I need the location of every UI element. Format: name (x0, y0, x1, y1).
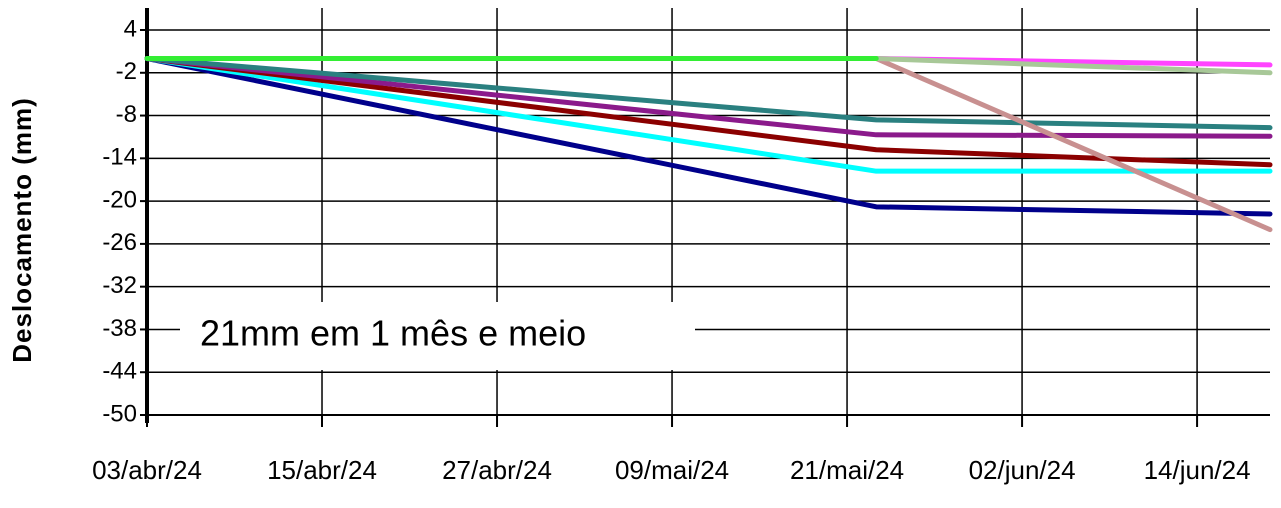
series-line (144, 56, 1273, 131)
x-tick-label: 14/jun/24 (1144, 455, 1251, 485)
y-tick-label: -26 (102, 229, 137, 256)
x-tick-label: 03/abr/24 (92, 455, 202, 485)
y-tick-label: -20 (102, 186, 137, 213)
y-tick-label: -2 (116, 58, 137, 85)
y-tick-label: 4 (124, 15, 137, 42)
y-axis-label: Deslocamento (mm) (7, 97, 37, 363)
series-line (144, 56, 1273, 139)
y-tick-label: -8 (116, 101, 137, 128)
series-line (144, 56, 1273, 217)
annotation-box (180, 302, 695, 370)
y-tick-label: -44 (102, 358, 137, 385)
series-line (873, 56, 1273, 76)
x-tick-label: 02/jun/24 (969, 455, 1076, 485)
y-tick-label: -32 (102, 272, 137, 299)
series-line (144, 56, 1273, 168)
x-tick-label: 09/mai/24 (615, 455, 729, 485)
series-line (873, 56, 1273, 233)
y-tick-label: -50 (102, 400, 137, 427)
x-tick-label: 15/abr/24 (267, 455, 377, 485)
x-tick-label: 21/mai/24 (790, 455, 904, 485)
y-tick-label: -38 (102, 315, 137, 342)
annotation: 21mm em 1 mês e meio (200, 313, 586, 354)
x-tick-label: 27/abr/24 (442, 455, 552, 485)
y-tick-label: -14 (102, 144, 137, 171)
